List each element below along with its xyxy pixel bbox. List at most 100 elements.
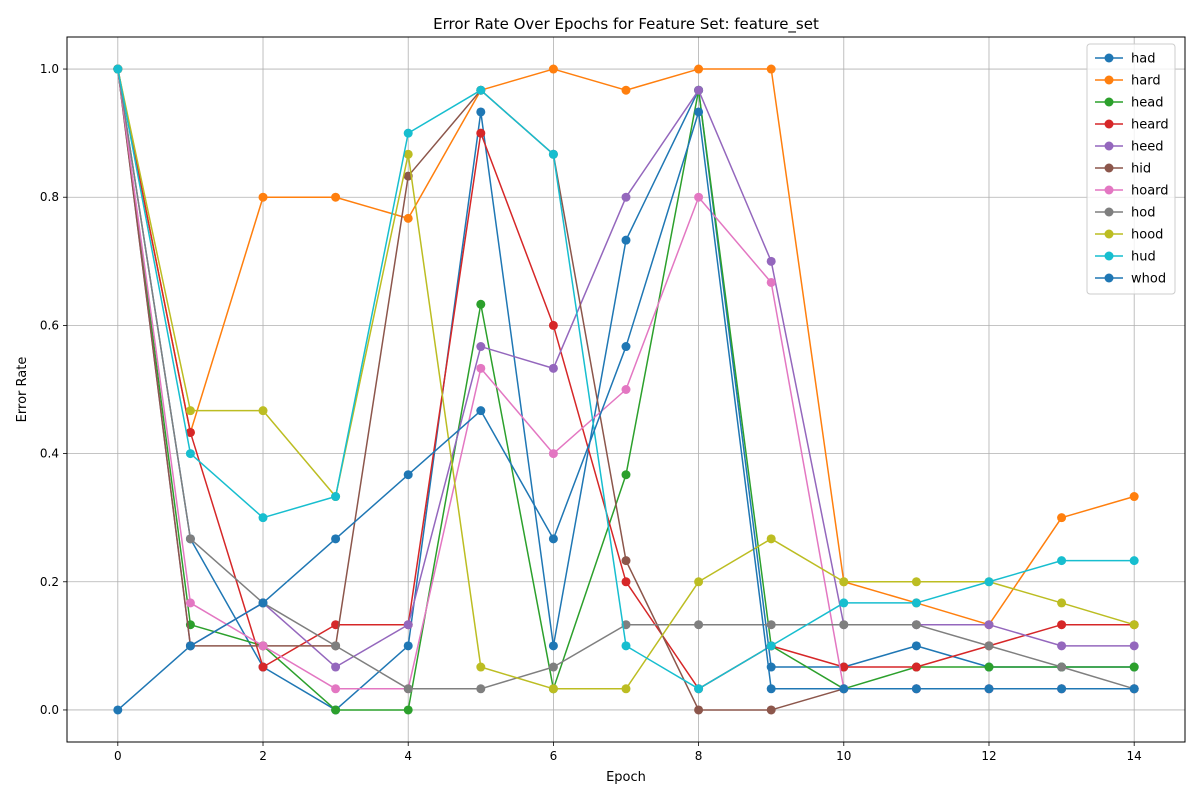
legend-item-head: head <box>1095 96 1163 111</box>
x-tick-label: 6 <box>550 749 558 763</box>
data-point-heard <box>476 128 486 138</box>
data-point-hud <box>839 598 849 608</box>
data-point-hoard <box>476 363 486 373</box>
x-axis-ticks: 0 2 4 6 8 10 12 14 <box>114 742 1142 763</box>
y-axis-ticks: 0.0 0.2 0.4 0.6 0.8 1.0 <box>40 62 67 717</box>
plot-frame <box>66 36 1186 743</box>
data-point-hard <box>331 192 341 202</box>
data-point-hood <box>403 149 413 159</box>
data-point-head <box>403 705 413 715</box>
series-layer <box>113 64 1139 715</box>
x-tick-label: 2 <box>259 749 267 763</box>
legend-item-hood: hood <box>1095 228 1163 243</box>
data-point-hard <box>548 64 558 74</box>
data-point-hard <box>766 64 776 74</box>
data-point-had <box>911 641 921 651</box>
data-point-whod <box>766 684 776 694</box>
x-tick-label: 0 <box>114 749 122 763</box>
legend-marker <box>1104 163 1114 173</box>
legend-item-hid: hid <box>1095 162 1151 177</box>
legend-item-heed: heed <box>1095 140 1164 155</box>
legend-marker <box>1104 75 1114 85</box>
data-point-heed <box>476 342 486 352</box>
data-point-hud <box>984 577 994 587</box>
legend-marker <box>1104 251 1114 261</box>
x-tick-label: 10 <box>836 749 851 763</box>
data-point-hod <box>766 620 776 630</box>
data-point-hod <box>839 620 849 630</box>
legend-label: whod <box>1131 272 1166 287</box>
legend-label: hud <box>1131 250 1156 265</box>
legend-item-hoard: hoard <box>1095 184 1169 199</box>
data-point-heard <box>185 427 195 437</box>
data-point-had <box>621 235 631 245</box>
legend-marker <box>1104 185 1114 195</box>
legend-label: heard <box>1131 118 1169 133</box>
data-point-hod <box>476 684 486 694</box>
data-point-hood <box>1129 620 1139 630</box>
data-point-hood <box>694 577 704 587</box>
data-point-hud <box>694 684 704 694</box>
data-point-heed <box>548 363 558 373</box>
data-point-whod <box>911 684 921 694</box>
legend-marker <box>1104 229 1114 239</box>
chart-title: Error Rate Over Epochs for Feature Set: … <box>433 15 819 34</box>
data-point-had <box>403 641 413 651</box>
data-point-hood <box>621 684 631 694</box>
y-axis-label: Error Rate <box>15 357 30 423</box>
data-point-hud <box>331 492 341 502</box>
legend-item-heard: heard <box>1095 118 1169 133</box>
data-point-hard <box>1129 492 1139 502</box>
data-point-whod <box>839 684 849 694</box>
legend-marker <box>1104 141 1114 151</box>
data-point-hud <box>476 85 486 95</box>
data-point-hood <box>548 684 558 694</box>
data-point-hid <box>766 705 776 715</box>
x-axis-label: Epoch <box>606 770 646 785</box>
x-tick-label: 12 <box>981 749 996 763</box>
data-point-whod <box>694 107 704 117</box>
data-point-heed <box>403 620 413 630</box>
data-point-head <box>476 299 486 309</box>
data-point-hid <box>694 705 704 715</box>
legend-label: hoard <box>1131 184 1169 199</box>
data-point-hod <box>185 534 195 544</box>
data-point-head <box>984 662 994 672</box>
data-point-hod <box>694 620 704 630</box>
data-point-heed <box>1057 641 1067 651</box>
data-point-whod <box>621 342 631 352</box>
data-point-hud <box>766 641 776 651</box>
x-tick-label: 4 <box>404 749 412 763</box>
data-point-hard <box>403 213 413 223</box>
y-tick-label: 0.6 <box>40 318 59 332</box>
x-tick-label: 8 <box>695 749 703 763</box>
data-point-heed <box>621 192 631 202</box>
data-point-hood <box>766 534 776 544</box>
data-point-hard <box>621 85 631 95</box>
data-point-hard <box>694 64 704 74</box>
data-point-heard <box>839 662 849 672</box>
data-point-hud <box>403 128 413 138</box>
data-point-hoard <box>694 192 704 202</box>
y-tick-label: 0.2 <box>40 575 59 589</box>
data-point-hud <box>548 149 558 159</box>
data-point-hard <box>258 192 268 202</box>
data-point-whod <box>984 684 994 694</box>
data-point-head <box>621 470 631 480</box>
data-point-hod <box>331 641 341 651</box>
data-point-heed <box>331 662 341 672</box>
legend-marker <box>1104 97 1114 107</box>
data-point-hud <box>258 513 268 523</box>
data-point-head <box>331 705 341 715</box>
legend-marker <box>1104 207 1114 217</box>
legend-marker <box>1104 273 1114 283</box>
legend-item-had: had <box>1095 52 1155 67</box>
data-point-hood <box>1057 598 1067 608</box>
data-point-had <box>548 641 558 651</box>
data-point-hod <box>1057 662 1067 672</box>
data-point-whod <box>113 705 123 715</box>
data-point-hood <box>839 577 849 587</box>
data-point-hud <box>1129 556 1139 566</box>
data-point-hood <box>911 577 921 587</box>
data-point-hid <box>621 556 631 566</box>
